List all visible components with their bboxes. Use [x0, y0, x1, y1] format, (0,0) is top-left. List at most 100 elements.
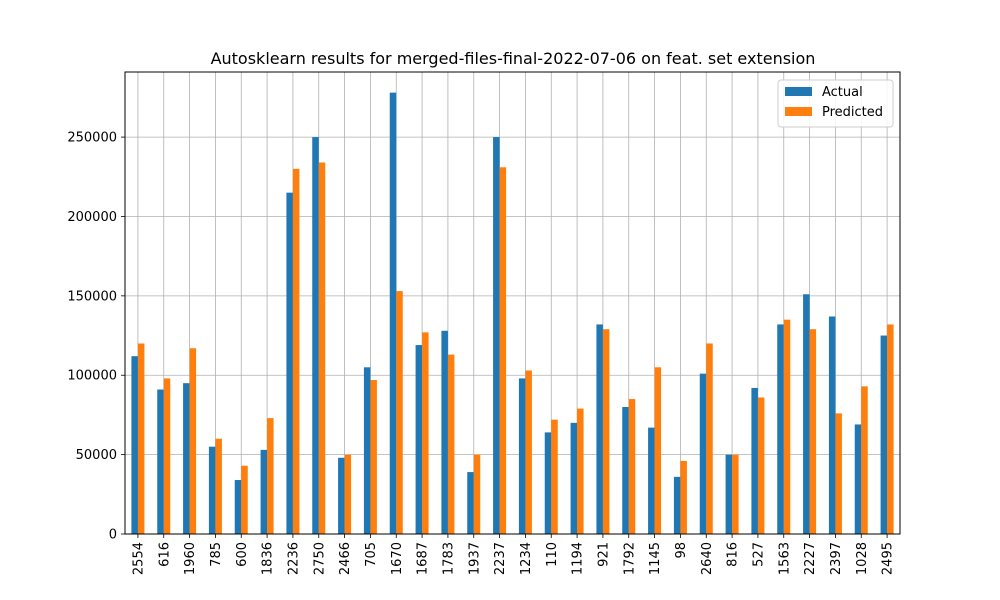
- x-tick-label: 1687: [416, 542, 431, 575]
- x-tick-label: 1783: [441, 542, 456, 575]
- bar-actual-1028: [854, 424, 862, 534]
- bar-predicted-2237: [499, 167, 507, 534]
- bar-predicted-1194: [577, 408, 584, 534]
- bar-actual-2227: [803, 294, 810, 534]
- bar-predicted-2227: [809, 329, 817, 534]
- legend-swatch-actual: [785, 87, 812, 96]
- bar-predicted-2554: [137, 343, 145, 534]
- bar-predicted-1937: [473, 454, 481, 534]
- legend-swatch-predicted: [785, 107, 812, 116]
- bar-actual-2397: [828, 316, 836, 534]
- x-tick-label: 1670: [390, 542, 405, 575]
- x-tick-label: 705: [364, 542, 379, 567]
- bar-predicted-1792: [628, 399, 636, 534]
- y-tick-label: 150000: [67, 289, 117, 304]
- bars: [131, 92, 894, 535]
- x-tick-label: 785: [209, 542, 224, 567]
- bar-actual-1960: [183, 383, 190, 534]
- bar-predicted-600: [241, 465, 248, 534]
- bar-actual-2640: [699, 373, 707, 534]
- plot-frame: [124, 71, 901, 535]
- bar-actual-1836: [260, 449, 268, 534]
- bar-predicted-785: [215, 438, 222, 534]
- bar-actual-2554: [131, 356, 138, 534]
- x-tick-label: 2750: [312, 542, 327, 575]
- x-axis: 2554 616 1960 785 600 1836 2236 2750 2466 705 1670…: [131, 534, 896, 575]
- x-tick-label: 921: [596, 542, 611, 567]
- x-tick-label: 1792: [622, 542, 637, 575]
- bar-predicted-2640: [706, 343, 713, 534]
- bar-predicted-527: [757, 397, 765, 534]
- x-tick-label: 1960: [183, 542, 198, 575]
- bar-actual-785: [208, 446, 216, 534]
- bar-actual-2236: [286, 192, 293, 534]
- bar-predicted-98: [680, 460, 687, 534]
- bar-actual-1563: [777, 324, 784, 534]
- x-tick-label: 527: [751, 542, 766, 567]
- bar-actual-616: [157, 389, 164, 534]
- x-tick-label: 1145: [648, 542, 663, 575]
- x-tick-label: 2397: [829, 542, 844, 575]
- bar-actual-600: [234, 480, 242, 534]
- bar-actual-527: [751, 387, 758, 534]
- x-tick-label: 2236: [286, 542, 301, 575]
- bar-predicted-1563: [783, 319, 791, 534]
- bar-actual-705: [363, 367, 371, 534]
- bar-predicted-816: [732, 454, 739, 534]
- x-tick-label: 1194: [571, 542, 586, 575]
- x-tick-label: 2495: [881, 542, 896, 575]
- bar-actual-921: [596, 324, 603, 534]
- x-tick-label: 2237: [493, 542, 508, 575]
- bar-predicted-705: [370, 380, 377, 534]
- y-tick-label: 50000: [76, 448, 117, 463]
- bar-predicted-1028: [861, 386, 868, 534]
- bar-predicted-2750: [318, 162, 326, 534]
- bar-actual-2495: [880, 335, 888, 534]
- bar-predicted-921: [602, 329, 610, 534]
- bar-predicted-2236: [292, 168, 300, 534]
- x-tick-label: 816: [726, 542, 741, 567]
- y-tick-label: 200000: [67, 210, 117, 225]
- bar-predicted-1687: [422, 332, 429, 534]
- x-tick-label: 98: [674, 542, 689, 559]
- x-tick-label: 2640: [700, 542, 715, 575]
- bar-actual-1194: [570, 422, 578, 534]
- x-tick-label: 2466: [338, 542, 353, 575]
- y-tick-label: 100000: [67, 369, 117, 384]
- bar-actual-1792: [622, 406, 629, 534]
- bar-actual-110: [544, 432, 552, 534]
- y-tick-label: 0: [109, 528, 117, 543]
- x-tick-label: 2227: [803, 542, 818, 575]
- bar-actual-1783: [441, 330, 448, 534]
- bar-predicted-616: [163, 378, 171, 534]
- bar-predicted-1670: [396, 291, 403, 534]
- bar-actual-1670: [389, 92, 397, 535]
- legend: Actual Predicted: [777, 79, 894, 128]
- chart-title: Autosklearn results for merged-files-fin…: [211, 49, 816, 68]
- legend-label-predicted: Predicted: [822, 105, 883, 120]
- x-tick-label: 1937: [467, 542, 482, 575]
- bar-actual-816: [725, 454, 733, 534]
- x-tick-label: 1836: [261, 542, 276, 575]
- bar-actual-2750: [312, 137, 319, 535]
- y-tick-label: 250000: [67, 131, 117, 146]
- bar-predicted-1960: [189, 348, 197, 534]
- x-tick-label: 1028: [855, 542, 870, 575]
- x-tick-label: 600: [235, 542, 250, 567]
- bar-actual-2237: [493, 137, 500, 535]
- bar-predicted-1234: [525, 370, 532, 534]
- y-axis: 0 50000 100000 150000 200000 250000: [67, 131, 125, 543]
- x-tick-label: 2554: [131, 542, 146, 575]
- bar-predicted-2466: [344, 454, 352, 534]
- x-tick-label: 1563: [777, 542, 792, 575]
- x-tick-label: 616: [157, 542, 172, 567]
- bar-predicted-110: [551, 419, 558, 534]
- bar-actual-1234: [518, 378, 526, 534]
- bar-predicted-1145: [654, 367, 662, 534]
- bar-actual-1687: [415, 345, 423, 534]
- x-tick-label: 1234: [519, 542, 534, 575]
- bar-actual-2466: [338, 457, 345, 534]
- bar-predicted-1783: [447, 354, 455, 534]
- bar-predicted-1836: [267, 418, 274, 534]
